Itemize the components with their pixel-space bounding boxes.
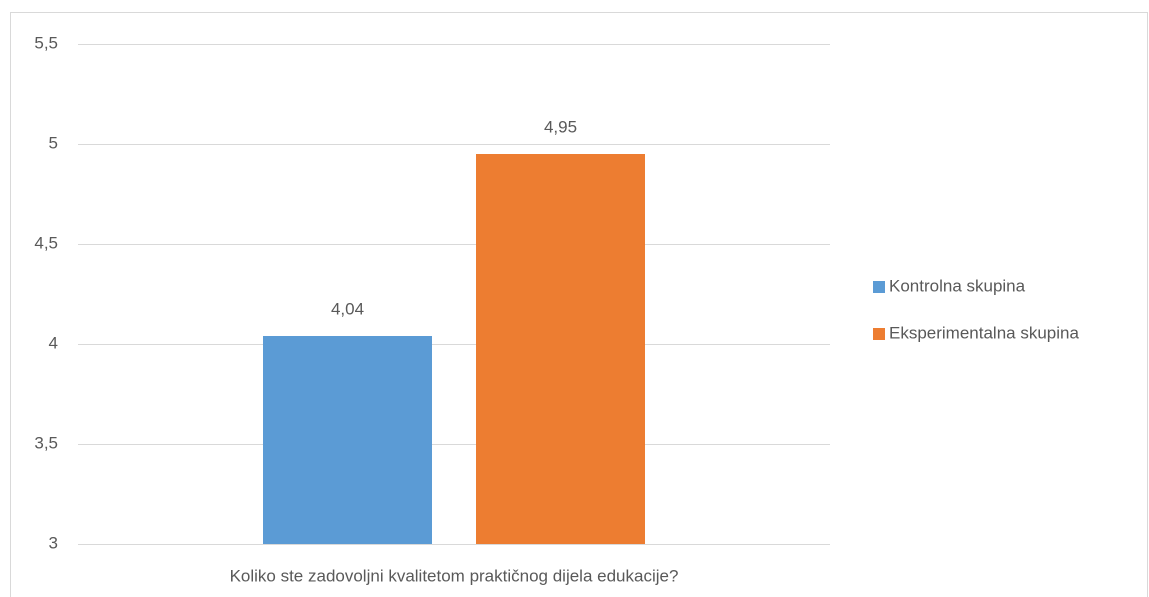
data-label: 4,04: [331, 299, 364, 318]
y-tick-label: 5: [49, 133, 58, 152]
legend-swatch: [873, 328, 885, 340]
y-tick-label: 3,5: [34, 433, 58, 452]
x-tick-label: Koliko ste zadovoljni kvalitetom praktič…: [230, 566, 679, 585]
bar: [263, 336, 432, 544]
y-tick-label: 5,5: [34, 33, 58, 52]
chart-border: [10, 12, 1148, 597]
y-tick-label: 3: [49, 533, 58, 552]
legend-swatch: [873, 281, 885, 293]
y-tick-label: 4,5: [34, 233, 58, 252]
legend-label: Eksperimentalna skupina: [889, 323, 1079, 342]
y-tick-label: 4: [49, 333, 58, 352]
data-label: 4,95: [544, 117, 577, 136]
legend-label: Kontrolna skupina: [889, 276, 1026, 295]
bar: [476, 154, 645, 544]
